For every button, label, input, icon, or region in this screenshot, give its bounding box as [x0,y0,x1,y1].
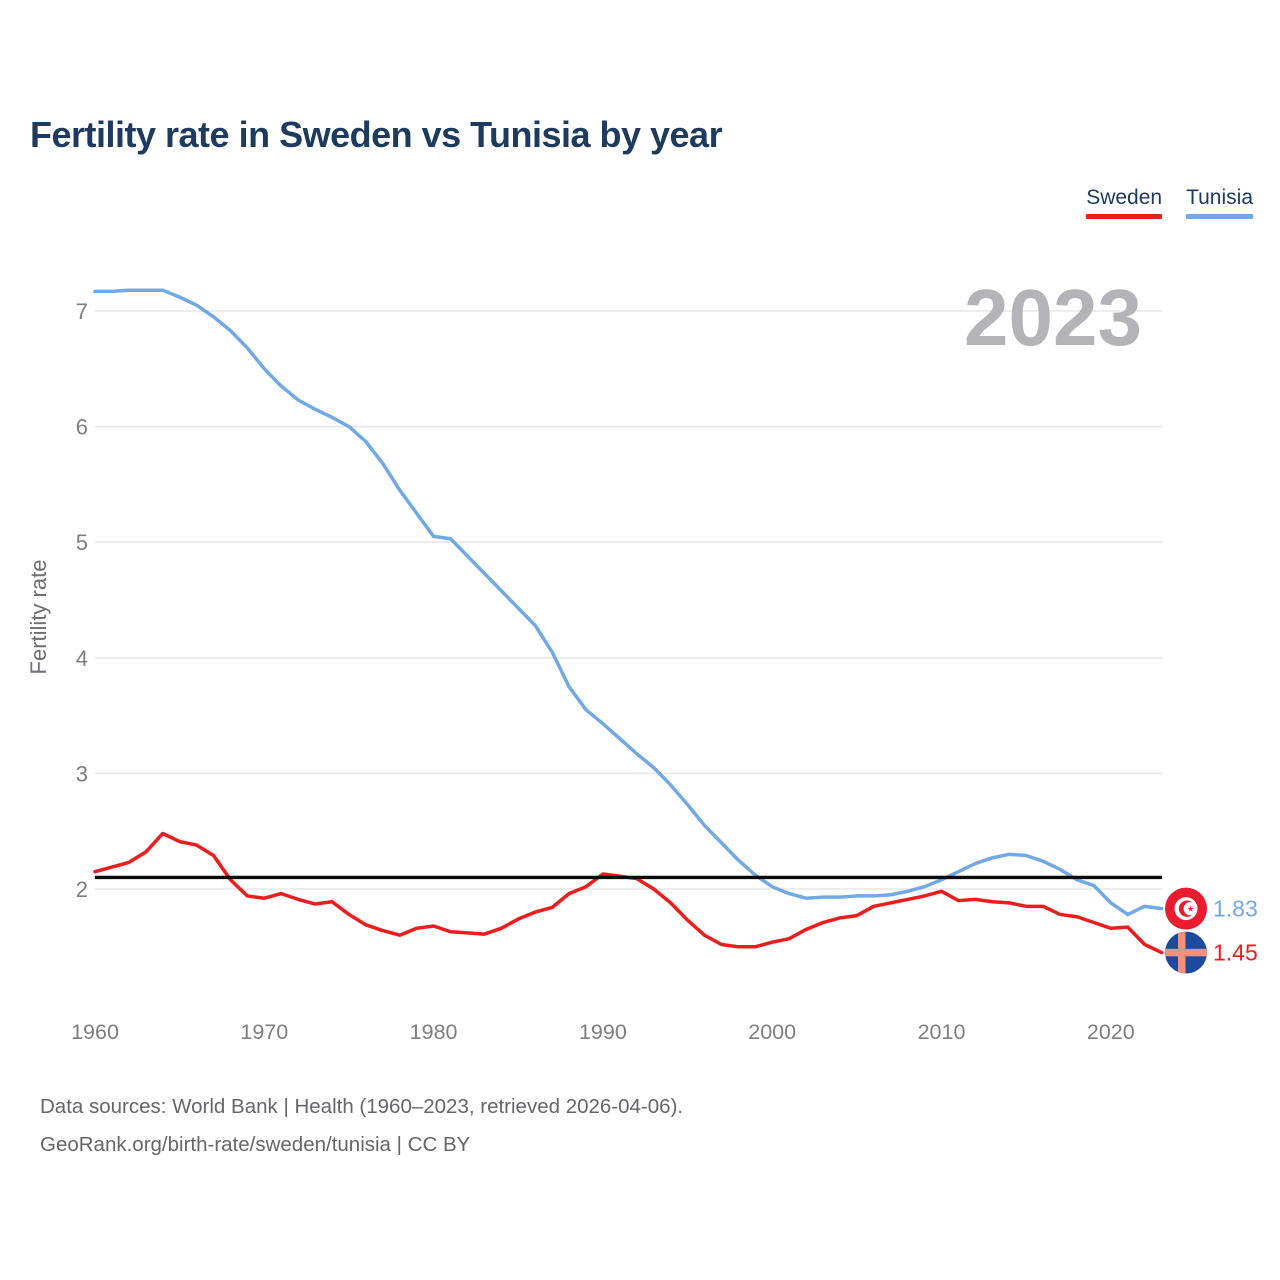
x-tick-labels: 1960 1970 1980 1990 2000 2010 2020 [71,1020,1135,1044]
legend-item-tunisia[interactable]: Tunisia [1186,186,1253,219]
legend-underline-tunisia [1186,214,1253,219]
legend-item-sweden[interactable]: Sweden [1086,186,1163,219]
sweden-end-value: 1.45 [1213,940,1258,966]
y-axis-title: Fertility rate [26,560,51,675]
y-tick-label: 3 [76,761,88,786]
y-tick-label: 2 [76,877,88,902]
x-tick-label: 1970 [240,1020,288,1044]
y-tick-label: 7 [76,299,88,324]
gridlines [95,310,1162,890]
tunisia-line[interactable] [93,288,1164,917]
x-tick-label: 2020 [1087,1020,1135,1044]
svg-text:★: ★ [1187,904,1194,913]
legend: Sweden Tunisia [1086,186,1253,219]
sweden-line[interactable] [93,831,1164,955]
x-tick-label: 1990 [579,1020,627,1044]
page-title: Fertility rate in Sweden vs Tunisia by y… [30,114,723,155]
x-tick-label: 2010 [918,1020,966,1044]
x-tick-label: 1960 [71,1020,119,1044]
data-lines [93,288,1164,955]
y-tick-label: 5 [76,530,88,555]
x-tick-label: 2000 [748,1020,796,1044]
tunisia-end-value: 1.83 [1213,896,1258,922]
footer-attribution: GeoRank.org/birth-rate/sweden/tunisia | … [40,1133,471,1156]
legend-underline-sweden [1086,214,1163,219]
footer: Data sources: World Bank | Health (1960–… [40,1088,683,1164]
tunisia-flag-icon: ★ [1165,887,1207,930]
watermark-year: 2023 [964,273,1142,362]
footer-sources: Data sources: World Bank | Health (1960–… [40,1095,684,1118]
sweden-flag-icon [1165,931,1207,974]
y-tick-label: 6 [76,415,88,440]
y-tick-label: 4 [76,646,88,671]
y-tick-labels: 2 3 4 5 6 7 [76,299,88,902]
legend-label-sweden: Sweden [1086,186,1163,209]
legend-label-tunisia: Tunisia [1186,186,1253,209]
x-tick-label: 1980 [410,1020,458,1044]
